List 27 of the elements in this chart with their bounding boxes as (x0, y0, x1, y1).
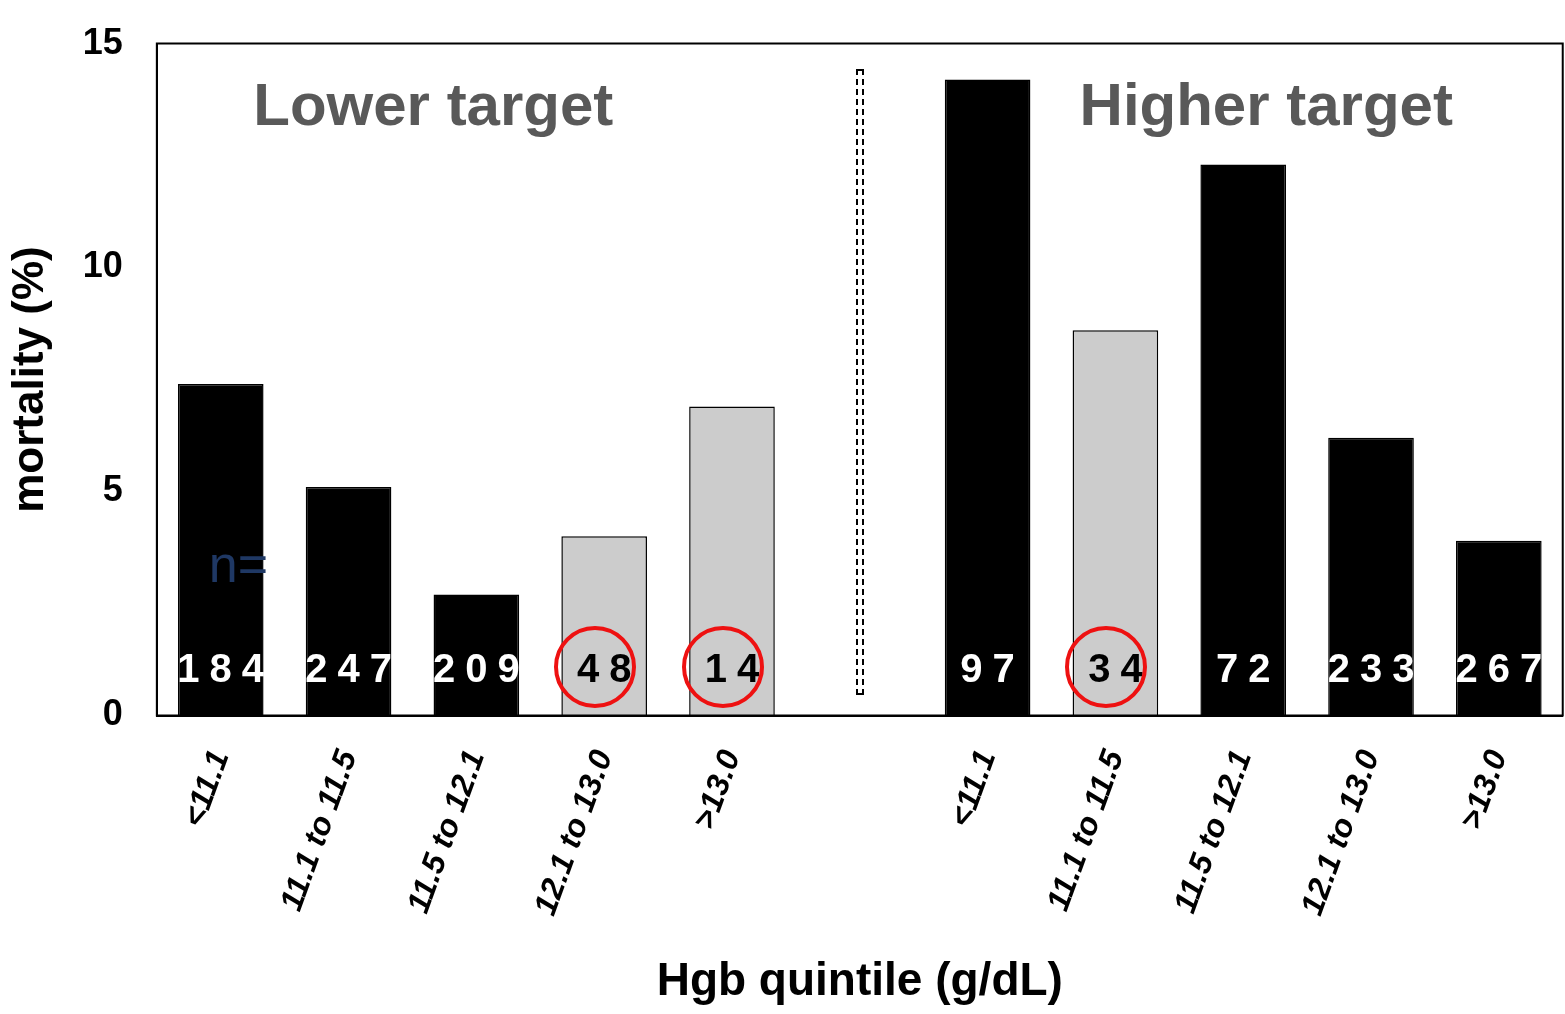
y-axis-title: mortality (%) (2, 246, 52, 513)
y-tick-label: 5 (102, 468, 123, 510)
annotation: 72 (1215, 645, 1281, 690)
x-tick-label: 11.1 to 11.5 (272, 744, 364, 916)
x-tick-label: >13.0 (1452, 745, 1514, 834)
annotation: Higher target (1079, 71, 1453, 139)
y-tick-label: 0 (102, 692, 123, 734)
x-tick-label: 11.5 to 12.1 (399, 745, 492, 918)
x-tick-label: 11.1 to 11.5 (1039, 744, 1131, 916)
annotation: 209 (432, 645, 530, 690)
x-tick-label: <11.1 (174, 745, 236, 832)
annotation: 247 (305, 645, 402, 690)
annotation: 97 (960, 645, 1025, 690)
annotation: 48 (576, 645, 642, 690)
annotation: 14 (704, 645, 770, 690)
annotation: 233 (1327, 645, 1425, 690)
x-tick-label: <11.1 (941, 745, 1003, 832)
annotation: Lower target (253, 71, 614, 139)
x-tick-label: 11.5 to 12.1 (1166, 745, 1259, 918)
x-tick-label: 12.1 to 13.0 (526, 745, 620, 920)
annotation: 267 (1455, 645, 1553, 690)
x-axis-title: Hgb quintile (g/dL) (656, 953, 1063, 1006)
y-tick-label: 10 (82, 244, 123, 286)
y-tick-label: 15 (82, 20, 123, 62)
x-tick-label: 12.1 to 13.0 (1293, 745, 1386, 920)
annotation: 34 (1088, 645, 1153, 690)
x-tick-label: >13.0 (685, 745, 747, 834)
